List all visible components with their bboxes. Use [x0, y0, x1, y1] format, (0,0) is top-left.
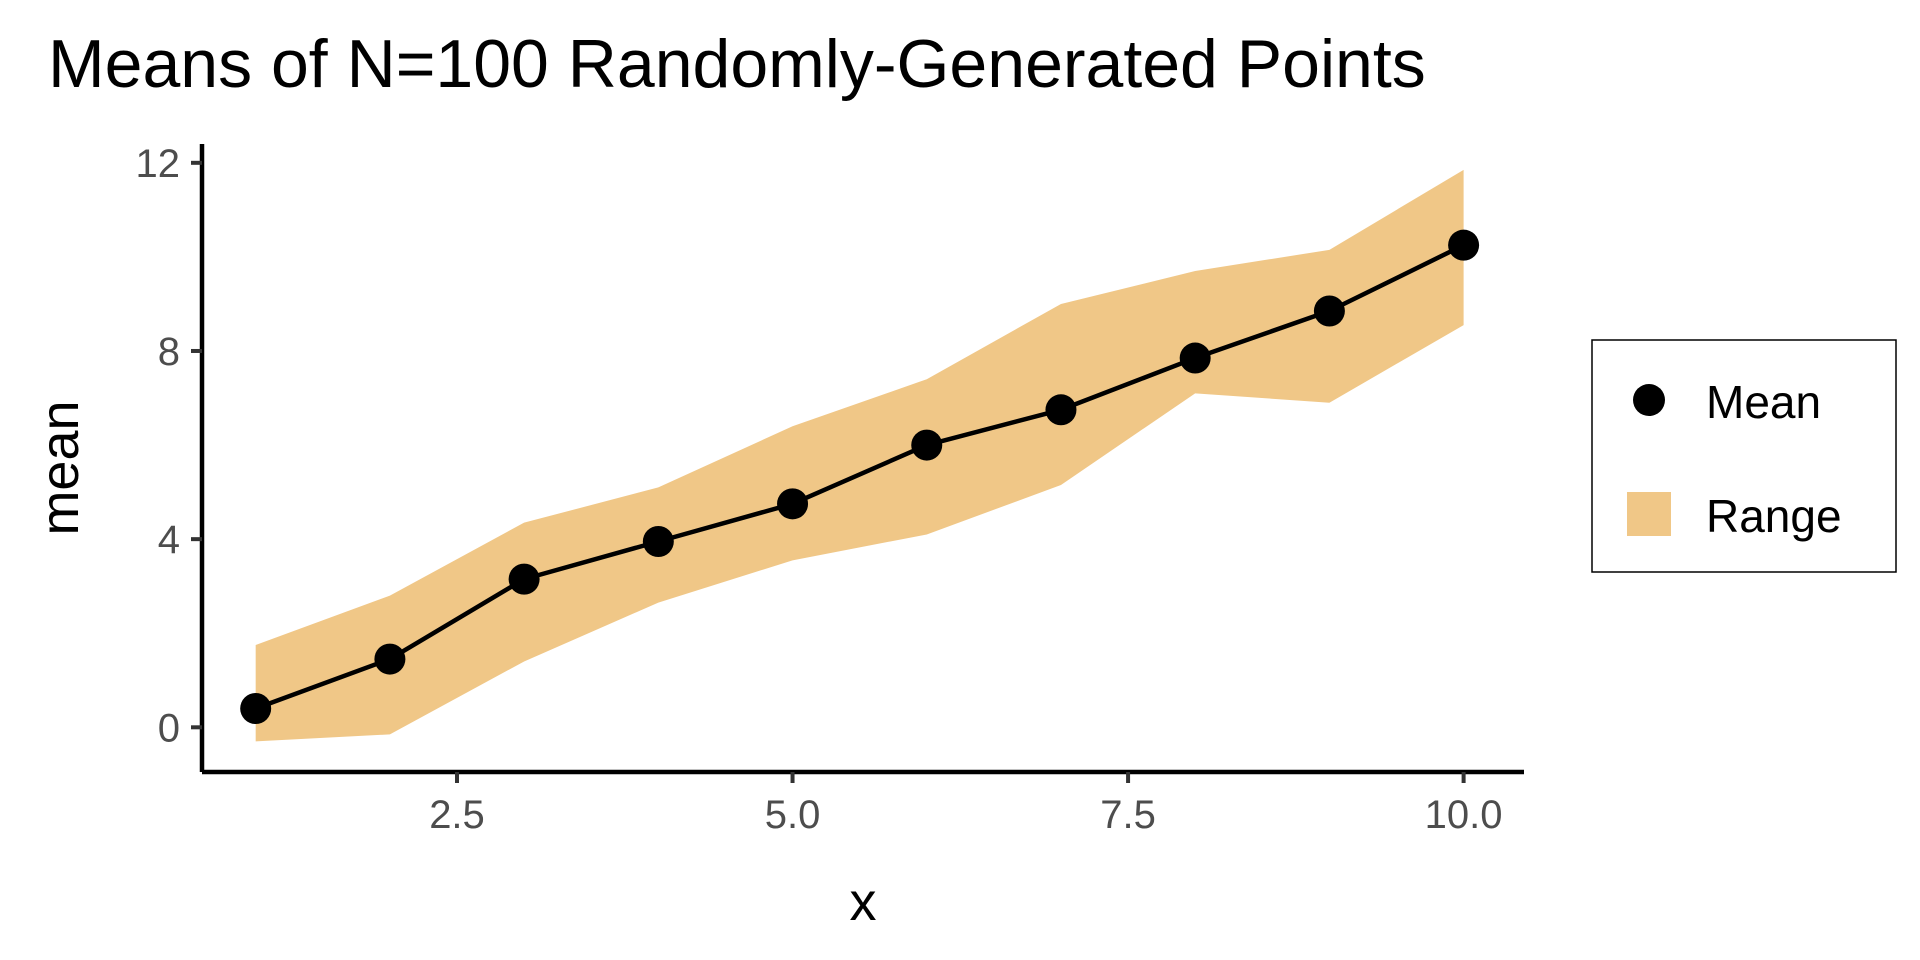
- mean-point: [642, 525, 674, 557]
- x-tick-label: 7.5: [1100, 793, 1156, 837]
- plot-area: [240, 169, 1480, 742]
- x-tick-label: 2.5: [429, 793, 485, 837]
- legend-key-range: [1627, 492, 1671, 536]
- mean-point: [777, 488, 809, 520]
- chart-title: Means of N=100 Randomly-Generated Points: [48, 26, 1426, 102]
- mean-point: [911, 429, 943, 461]
- legend-label-mean: Mean: [1706, 376, 1821, 428]
- y-tick-label: 12: [136, 142, 181, 186]
- legend-key-mean: [1633, 384, 1665, 416]
- x-tick-label: 5.0: [765, 793, 821, 837]
- y-tick-label: 0: [158, 706, 180, 750]
- mean-point: [1448, 229, 1480, 261]
- y-tick-label: 8: [158, 330, 180, 374]
- mean-point: [374, 643, 406, 675]
- x-tick-label: 10.0: [1425, 793, 1503, 837]
- mean-point: [1313, 295, 1345, 327]
- legend-label-range: Range: [1706, 490, 1842, 542]
- mean-point: [1045, 394, 1077, 426]
- mean-point: [240, 692, 272, 724]
- y-axis-title: mean: [30, 400, 90, 535]
- mean-point: [1179, 342, 1211, 374]
- mean-point: [508, 563, 540, 595]
- legend: Mean Range: [1591, 339, 1897, 573]
- axes: 0 4 8 12 2.5 5.0 7.5 10.0: [136, 142, 1524, 837]
- range-ribbon: [255, 169, 1464, 742]
- mean-line: [254, 243, 1465, 711]
- x-axis-title: x: [850, 872, 877, 932]
- y-tick-label: 4: [158, 518, 180, 562]
